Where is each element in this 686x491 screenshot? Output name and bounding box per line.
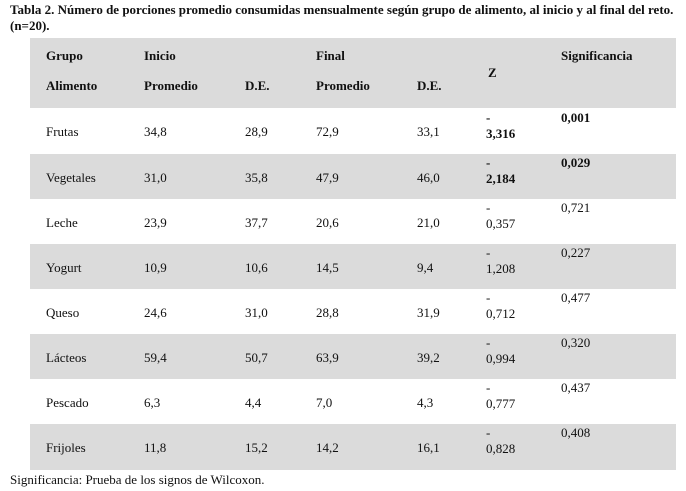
cell-significancia: 0,001 [561,110,591,125]
cell-final-de: 33,1 [417,124,440,139]
cell-inicio-de: 37,7 [245,215,268,230]
cell-z-value: 3,316 [486,126,516,141]
cell-z-value: 0,994 [486,351,516,366]
cell-grupo: Vegetales [46,170,96,185]
cell-inicio-promedio: 23,9 [144,215,167,230]
cell-final-de: 21,0 [417,215,440,230]
cell-final-promedio: 20,6 [316,215,339,230]
cell-z-value: 2,184 [486,171,516,186]
cell-grupo: Yogurt [46,260,82,275]
cell-grupo: Frutas [46,124,79,139]
table-caption: Tabla 2. Número de porciones promedio co… [10,2,674,33]
cell-z-sign: - [486,245,491,260]
cell-z-sign: - [486,200,491,215]
row-band-yogurt [30,244,676,289]
cell-final-de: 16,1 [417,440,440,455]
cell-z-sign: - [486,155,491,170]
cell-grupo: Pescado [46,395,89,410]
cell-inicio-promedio: 59,4 [144,350,167,365]
cell-significancia: 0,029 [561,155,591,170]
table-footnote: Significancia: Prueba de los signos de W… [10,472,265,487]
cell-inicio-de: 15,2 [245,440,268,455]
cell-z-sign: - [486,425,491,440]
cell-z-value: 1,208 [486,261,516,276]
cell-inicio-promedio: 31,0 [144,170,167,185]
cell-z-sign: - [486,380,491,395]
cell-final-promedio: 7,0 [316,395,333,410]
header-de-final: D.E. [417,78,442,93]
header-significancia: Significancia [561,48,633,63]
cell-grupo: Leche [46,215,78,230]
cell-final-de: 39,2 [417,350,440,365]
cell-significancia: 0,408 [561,425,591,440]
cell-final-de: 4,3 [417,395,434,410]
cell-final-promedio: 14,2 [316,440,339,455]
data-table: Grupo Alimento Inicio Final Z Significan… [30,38,676,470]
cell-z-sign: - [486,110,491,125]
header-final: Final [316,48,345,63]
row-band-lacteos [30,334,676,379]
cell-final-promedio: 28,8 [316,305,339,320]
cell-z-sign: - [486,335,491,350]
cell-inicio-promedio: 24,6 [144,305,167,320]
cell-grupo: Lácteos [46,350,87,365]
cell-final-promedio: 47,9 [316,170,339,185]
header-promedio-inicio: Promedio [144,78,198,93]
row-band-frijoles [30,424,676,470]
cell-final-promedio: 14,5 [316,260,339,275]
header-grupo: Grupo [46,48,83,63]
cell-inicio-de: 35,8 [245,170,268,185]
cell-final-promedio: 63,9 [316,350,339,365]
cell-significancia: 0,227 [561,245,591,260]
header-de-inicio: D.E. [245,78,270,93]
cell-significancia: 0,320 [561,335,591,350]
header-band [30,38,676,108]
cell-inicio-promedio: 11,8 [144,440,167,455]
header-alimento: Alimento [46,78,98,93]
cell-inicio-de: 4,4 [245,395,262,410]
cell-final-de: 31,9 [417,305,440,320]
cell-inicio-de: 31,0 [245,305,268,320]
header-inicio: Inicio [144,48,176,63]
cell-inicio-promedio: 34,8 [144,124,167,139]
cell-final-de: 9,4 [417,260,434,275]
cell-z-sign: - [486,290,491,305]
cell-z-value: 0,828 [486,441,516,456]
header-z: Z [488,65,497,80]
header-promedio-final: Promedio [316,78,370,93]
row-band-vegetales [30,154,676,199]
cell-significancia: 0,721 [561,200,591,215]
cell-grupo: Queso [46,305,80,320]
cell-inicio-de: 10,6 [245,260,268,275]
cell-z-value: 0,357 [486,216,516,231]
cell-z-value: 0,712 [486,306,516,321]
cell-final-de: 46,0 [417,170,440,185]
cell-significancia: 0,437 [561,380,591,395]
cell-inicio-promedio: 6,3 [144,395,161,410]
cell-z-value: 0,777 [486,396,516,411]
cell-significancia: 0,477 [561,290,591,305]
cell-inicio-de: 50,7 [245,350,268,365]
cell-final-promedio: 72,9 [316,124,339,139]
cell-inicio-de: 28,9 [245,124,268,139]
cell-grupo: Frijoles [46,440,86,455]
cell-inicio-promedio: 10,9 [144,260,167,275]
